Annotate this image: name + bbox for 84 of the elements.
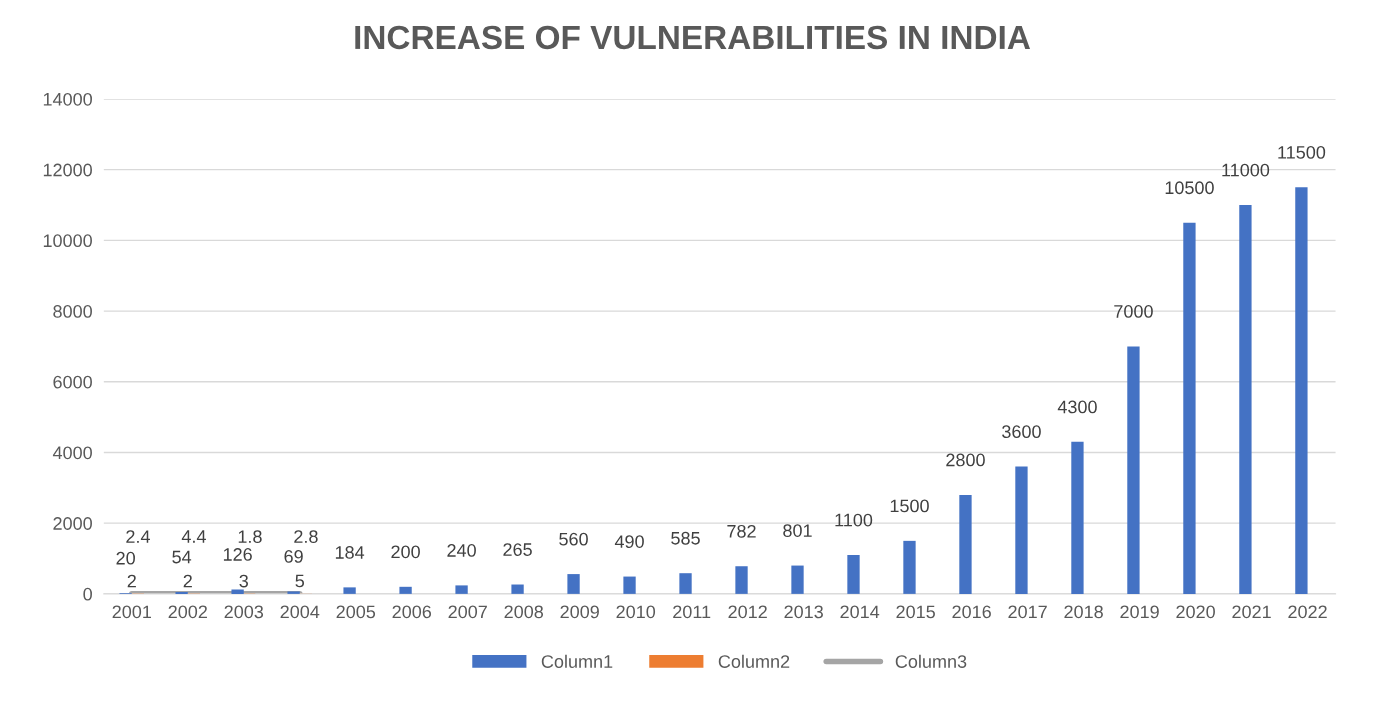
y-tick-label: 4000 [52,446,92,460]
x-tick-label: 2012 [728,605,767,619]
data-label: 3 [239,574,248,588]
bar [903,540,916,594]
x-tick-label: 2017 [1008,605,1047,619]
x-tick-label: 2007 [448,605,487,619]
bar [679,573,692,594]
x-tick-label: 2001 [112,605,151,619]
x-tick-label: 2011 [673,605,711,619]
bar [735,566,748,594]
bar [1295,187,1308,594]
bar [343,587,356,594]
bar [399,586,412,594]
data-label: 200 [391,545,420,559]
data-label: 7000 [1114,305,1153,318]
data-label: 10500 [1165,181,1214,195]
bar [623,576,636,594]
y-tick-label: 6000 [53,375,92,389]
legend-label: Column2 [718,654,790,668]
y-tick-label: 0 [83,587,92,601]
data-label: 11500 [1278,146,1326,159]
data-label: 2800 [946,453,985,467]
bar [511,584,524,594]
bar [1239,205,1252,594]
x-tick-label: 2002 [168,605,207,619]
y-tick-label: 12000 [43,163,92,177]
bar [1015,466,1028,594]
data-label: 5 [295,574,305,588]
data-label: 4300 [1057,400,1097,414]
x-tick-label: 2021 [1232,605,1271,619]
x-tick-label: 2018 [1064,605,1103,619]
data-label: 184 [335,546,365,559]
data-label: 2 [127,574,136,588]
y-tick-label: 14000 [43,92,92,106]
data-label: 1500 [890,499,929,513]
y-tick-label: 10000 [43,234,92,248]
data-label: 490 [614,535,644,548]
data-label: 20 [116,551,135,565]
data-label: 560 [559,532,588,546]
x-tick-label: 2019 [1120,605,1159,619]
legend-label: Column3 [895,654,967,668]
x-tick-label: 2016 [952,605,991,619]
data-label: 54 [172,550,192,564]
data-label: 782 [727,524,756,538]
bar [567,574,580,594]
chart-title: INCREASE OF VULNERABILITIES IN INDIA [355,25,1031,50]
bar [1071,441,1084,594]
bar [847,554,860,594]
x-tick-label: 2020 [1176,605,1215,619]
x-tick-label: 2014 [840,605,880,619]
data-label: 1100 [835,513,873,527]
data-label: 69 [284,550,303,563]
data-label: 1.8 [238,530,262,544]
bar [1127,346,1140,594]
y-tick-label: 8000 [53,305,92,318]
x-tick-label: 2006 [392,605,432,619]
data-label: 2 [183,574,192,588]
y-tick-label: 2000 [53,517,92,530]
data-label: 801 [783,524,812,537]
x-tick-label: 2009 [560,605,599,619]
data-label: 2.8 [294,530,318,543]
data-label: 4.4 [181,530,206,543]
data-label: 11000 [1222,163,1270,177]
x-tick-label: 2022 [1288,605,1327,619]
legend-label: Column1 [541,654,613,668]
data-label: 240 [447,544,476,557]
data-label: 585 [671,531,700,545]
x-tick-label: 2003 [224,605,264,619]
x-tick-label: 2004 [280,605,320,619]
x-tick-label: 2015 [896,605,935,619]
x-tick-label: 2008 [504,605,544,619]
data-label: 3600 [1002,425,1041,439]
bar [231,589,244,594]
bar [959,494,972,594]
x-tick-label: 2010 [616,605,656,619]
bar [287,591,300,594]
bar [791,565,804,594]
data-label: 2.4 [126,530,150,543]
bar [455,585,468,594]
x-tick-label: 2005 [336,605,376,619]
x-tick-label: 2013 [784,605,823,619]
data-label: 126 [223,548,252,561]
data-label: 265 [503,543,532,556]
bar [1183,222,1196,594]
